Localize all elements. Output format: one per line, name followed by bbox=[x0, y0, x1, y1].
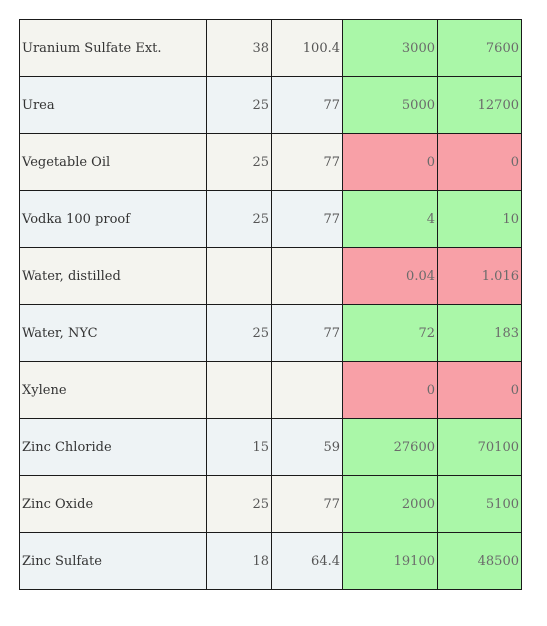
substance-name-cell: Uranium Sulfate Ext. bbox=[19, 19, 207, 77]
substance-name-cell: Zinc Oxide bbox=[19, 475, 207, 533]
temperature-f-cell: 64.4 bbox=[271, 532, 343, 590]
substance-name-cell: Vodka 100 proof bbox=[19, 190, 207, 248]
table-row: Urea 25 77 5000 12700 bbox=[19, 76, 522, 134]
value-2-cell: 12700 bbox=[437, 76, 522, 134]
substance-name-cell: Urea bbox=[19, 76, 207, 134]
value-2-cell: 183 bbox=[437, 304, 522, 362]
temperature-f-cell: 59 bbox=[271, 418, 343, 476]
value-1-cell: 0 bbox=[342, 361, 438, 419]
temperature-c-cell: 25 bbox=[206, 190, 272, 248]
temperature-f-cell: 77 bbox=[271, 190, 343, 248]
temperature-f-cell: 77 bbox=[271, 133, 343, 191]
value-2-cell: 70100 bbox=[437, 418, 522, 476]
value-1-cell: 0.04 bbox=[342, 247, 438, 305]
substance-name-cell: Zinc Sulfate bbox=[19, 532, 207, 590]
temperature-c-cell: 25 bbox=[206, 475, 272, 533]
table-row: Uranium Sulfate Ext. 38 100.4 3000 7600 bbox=[19, 19, 522, 77]
temperature-f-cell: 77 bbox=[271, 475, 343, 533]
value-1-cell: 27600 bbox=[342, 418, 438, 476]
temperature-c-cell: 25 bbox=[206, 76, 272, 134]
substance-name-cell: Vegetable Oil bbox=[19, 133, 207, 191]
value-1-cell: 19100 bbox=[342, 532, 438, 590]
table-row: Vodka 100 proof 25 77 4 10 bbox=[19, 190, 522, 248]
substance-name-cell: Xylene bbox=[19, 361, 207, 419]
value-2-cell: 5100 bbox=[437, 475, 522, 533]
value-1-cell: 2000 bbox=[342, 475, 438, 533]
value-2-cell: 0 bbox=[437, 361, 522, 419]
table-row: Vegetable Oil 25 77 0 0 bbox=[19, 133, 522, 191]
substance-name-cell: Water, distilled bbox=[19, 247, 207, 305]
temperature-c-cell: 38 bbox=[206, 19, 272, 77]
table-row: Zinc Oxide 25 77 2000 5100 bbox=[19, 475, 522, 533]
temperature-c-cell: 18 bbox=[206, 532, 272, 590]
temperature-c-cell: 25 bbox=[206, 304, 272, 362]
value-2-cell: 10 bbox=[437, 190, 522, 248]
value-2-cell: 0 bbox=[437, 133, 522, 191]
table-row: Zinc Chloride 15 59 27600 70100 bbox=[19, 418, 522, 476]
table-row: Zinc Sulfate 18 64.4 19100 48500 bbox=[19, 532, 522, 590]
substance-name-cell: Water, NYC bbox=[19, 304, 207, 362]
temperature-f-cell bbox=[271, 361, 343, 419]
table-row: Water, distilled 0.04 1.016 bbox=[19, 247, 522, 305]
temperature-c-cell: 25 bbox=[206, 133, 272, 191]
temperature-c-cell bbox=[206, 247, 272, 305]
temperature-c-cell: 15 bbox=[206, 418, 272, 476]
value-1-cell: 72 bbox=[342, 304, 438, 362]
table-body: Uranium Sulfate Ext. 38 100.4 3000 7600 … bbox=[19, 19, 522, 590]
value-1-cell: 5000 bbox=[342, 76, 438, 134]
substance-name-cell: Zinc Chloride bbox=[19, 418, 207, 476]
temperature-c-cell bbox=[206, 361, 272, 419]
temperature-f-cell: 77 bbox=[271, 76, 343, 134]
temperature-f-cell bbox=[271, 247, 343, 305]
value-1-cell: 4 bbox=[342, 190, 438, 248]
conductivity-table: Uranium Sulfate Ext. 38 100.4 3000 7600 … bbox=[19, 19, 522, 590]
value-1-cell: 0 bbox=[342, 133, 438, 191]
value-2-cell: 1.016 bbox=[437, 247, 522, 305]
table-row: Xylene 0 0 bbox=[19, 361, 522, 419]
value-2-cell: 7600 bbox=[437, 19, 522, 77]
temperature-f-cell: 77 bbox=[271, 304, 343, 362]
value-2-cell: 48500 bbox=[437, 532, 522, 590]
table-row: Water, NYC 25 77 72 183 bbox=[19, 304, 522, 362]
temperature-f-cell: 100.4 bbox=[271, 19, 343, 77]
value-1-cell: 3000 bbox=[342, 19, 438, 77]
